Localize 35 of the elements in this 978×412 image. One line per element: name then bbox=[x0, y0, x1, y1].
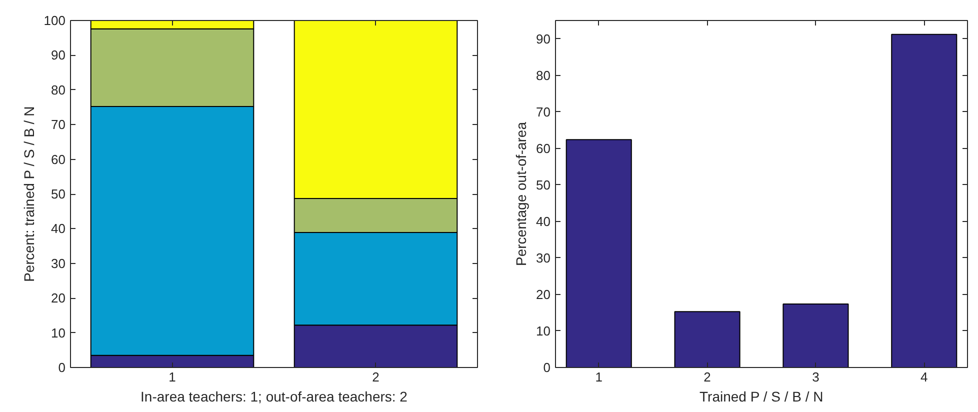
y-tick-label: 30 bbox=[536, 250, 551, 266]
bar bbox=[782, 303, 849, 368]
x-tick-label: 3 bbox=[812, 370, 820, 384]
x-axis-title: In-area teachers: 1; out-of-area teachers: 2 bbox=[140, 388, 408, 404]
y-tick-label: 10 bbox=[536, 323, 551, 338]
x-axis-title: Trained P / S / B / N bbox=[700, 388, 824, 404]
x-tick-label: 4 bbox=[920, 370, 928, 384]
y-axis-title: Percentage out-of-area bbox=[513, 122, 530, 266]
y-tick-label: 90 bbox=[536, 31, 551, 46]
x-tick-label: 2 bbox=[704, 370, 711, 384]
y-tick-label: 70 bbox=[51, 117, 66, 132]
y-tick-label: 80 bbox=[536, 68, 551, 83]
bar bbox=[674, 311, 740, 368]
y-tick-label: 0 bbox=[58, 360, 66, 375]
y-tick-label: 20 bbox=[536, 286, 551, 302]
y-tick-label: 50 bbox=[536, 177, 551, 192]
y-tick-label: 30 bbox=[51, 256, 66, 271]
y-tick-label: 0 bbox=[543, 360, 551, 375]
y-tick-label: 50 bbox=[51, 186, 66, 202]
bar bbox=[566, 139, 632, 368]
y-tick-label: 70 bbox=[536, 104, 551, 120]
y-tick-label: 60 bbox=[51, 152, 66, 167]
x-tick-label: 1 bbox=[168, 370, 176, 384]
y-tick-label: 100 bbox=[44, 13, 66, 28]
y-tick-label: 90 bbox=[51, 48, 66, 63]
y-tick-label: 60 bbox=[536, 140, 551, 156]
y-axis-title: Percent: trained P / S / B / N bbox=[20, 106, 37, 282]
y-tick-label: 80 bbox=[51, 82, 66, 98]
bar bbox=[891, 34, 958, 368]
y-tick-label: 40 bbox=[536, 214, 551, 229]
y-tick-label: 20 bbox=[51, 290, 66, 306]
x-tick-label: 2 bbox=[372, 370, 380, 384]
x-tick-label: 1 bbox=[595, 370, 602, 384]
y-tick-label: 10 bbox=[51, 325, 66, 340]
y-tick-label: 40 bbox=[51, 221, 66, 236]
